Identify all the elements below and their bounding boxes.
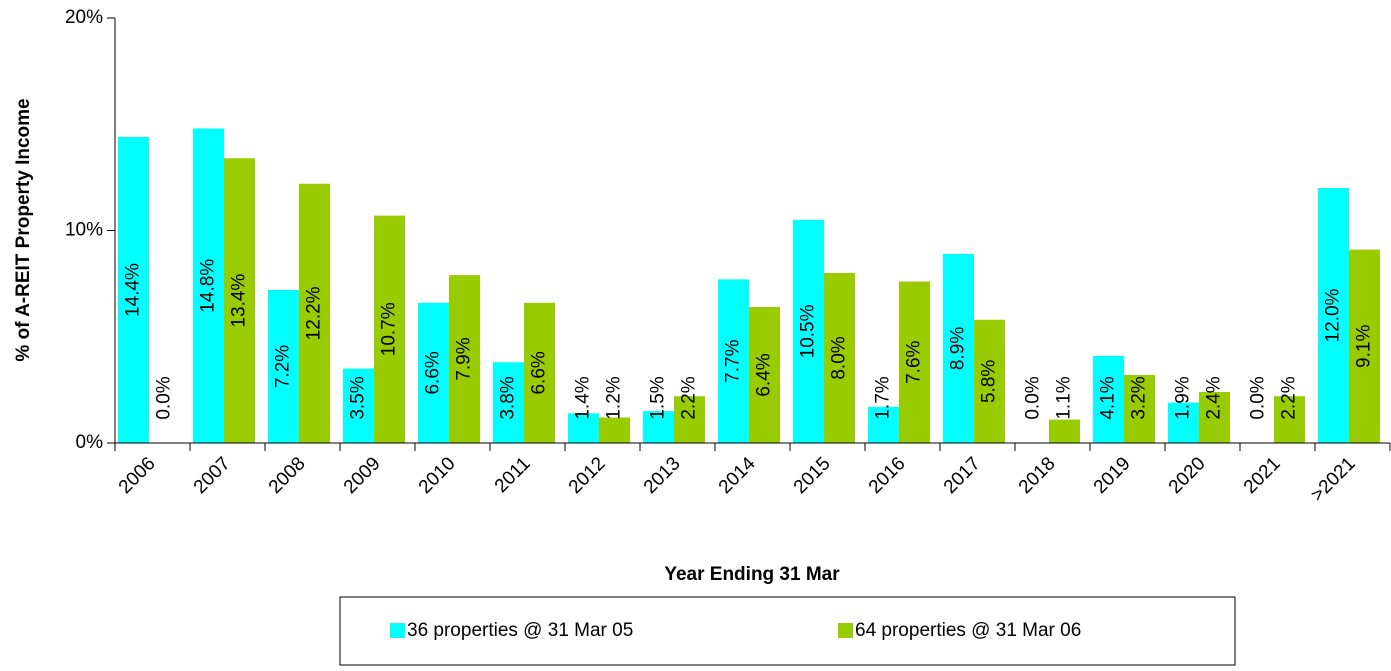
data-label: 1.7% — [873, 376, 894, 419]
x-tick-label: 2021 — [1240, 453, 1285, 498]
bar — [1124, 375, 1155, 443]
bar — [343, 368, 374, 443]
bar — [524, 302, 555, 443]
bar — [749, 307, 780, 443]
x-tick-label: 2014 — [715, 453, 760, 498]
data-label: 0.0% — [1023, 376, 1044, 419]
data-label: 2.2% — [1279, 376, 1300, 419]
bar — [1199, 392, 1230, 443]
bar — [1318, 188, 1349, 443]
data-label: 0.0% — [154, 376, 175, 419]
x-tick-label: 2008 — [265, 453, 310, 498]
x-tick-label: 2010 — [415, 453, 460, 498]
data-label: 3.5% — [348, 376, 369, 419]
bar — [599, 417, 630, 443]
data-label: 7.6% — [904, 340, 925, 383]
x-tick-label: 2015 — [790, 453, 835, 498]
data-label: 1.2% — [604, 376, 625, 419]
x-tick-label: 2017 — [940, 453, 985, 498]
bar — [824, 273, 855, 443]
data-label: 8.9% — [948, 327, 969, 370]
legend-swatch — [390, 623, 405, 638]
x-tick-label: 2011 — [491, 453, 535, 497]
y-tick-label: 10% — [65, 220, 103, 241]
data-label: 7.2% — [273, 345, 294, 388]
x-tick-label: >2021 — [1307, 453, 1360, 506]
x-tick-label: 2006 — [115, 453, 160, 498]
data-label: 10.5% — [798, 304, 819, 358]
data-label: 2.2% — [679, 376, 700, 419]
y-axis-title: % of A-REIT Property Income — [13, 98, 34, 361]
data-label: 10.7% — [379, 302, 400, 356]
bar — [299, 183, 330, 443]
data-label: 12.2% — [304, 286, 325, 340]
data-label: 14.4% — [123, 263, 144, 317]
data-label: 9.1% — [1354, 325, 1375, 368]
bar — [118, 137, 149, 443]
x-tick-label: 2016 — [865, 453, 910, 498]
bar — [1049, 419, 1080, 443]
bar — [868, 406, 899, 443]
bar — [974, 319, 1005, 443]
x-axis-title: Year Ending 31 Mar — [664, 564, 840, 585]
bar — [493, 362, 524, 443]
y-tick-label: 20% — [65, 7, 103, 28]
bar — [374, 215, 405, 443]
data-label: 13.4% — [229, 274, 250, 328]
data-label: 1.4% — [573, 376, 594, 419]
bar — [943, 253, 974, 443]
legend-box — [339, 596, 1236, 666]
data-label: 5.8% — [979, 360, 1000, 403]
x-tick-label: 2007 — [190, 453, 235, 498]
bar — [899, 281, 930, 443]
x-tick-label: 2009 — [340, 453, 385, 498]
data-label: 14.8% — [198, 259, 219, 313]
bar — [224, 158, 255, 443]
data-label: 7.7% — [723, 339, 744, 382]
x-tick-label: 2012 — [565, 453, 610, 498]
data-label: 3.2% — [1129, 376, 1150, 419]
bar — [449, 275, 480, 443]
data-label: 4.1% — [1098, 376, 1119, 419]
bar — [1168, 402, 1199, 443]
legend-label: 64 properties @ 31 Mar 06 — [855, 620, 1081, 641]
data-label: 12.0% — [1323, 288, 1344, 342]
data-label: 8.0% — [829, 336, 850, 379]
data-label: 3.8% — [498, 376, 519, 419]
bar — [643, 411, 674, 443]
bar — [793, 219, 824, 443]
bar — [1274, 396, 1305, 443]
data-label: 0.0% — [1248, 376, 1269, 419]
data-label: 1.1% — [1054, 376, 1075, 419]
x-tick-label: 2020 — [1165, 453, 1210, 498]
legend-label: 36 properties @ 31 Mar 05 — [407, 620, 633, 641]
data-label: 6.4% — [754, 353, 775, 396]
data-label: 7.9% — [454, 337, 475, 380]
bar — [674, 396, 705, 443]
x-tick-label: 2013 — [640, 453, 685, 498]
data-label: 2.4% — [1204, 376, 1225, 419]
bar — [193, 128, 224, 443]
data-label: 6.6% — [423, 351, 444, 394]
bar — [568, 413, 599, 443]
bar — [1349, 249, 1380, 443]
bar — [718, 279, 749, 443]
y-tick-label: 0% — [76, 432, 104, 453]
data-label: 6.6% — [529, 351, 550, 394]
bar — [418, 302, 449, 443]
legend-swatch — [838, 623, 853, 638]
x-tick-label: 2019 — [1090, 453, 1135, 498]
data-label: 1.9% — [1173, 376, 1194, 419]
data-label: 1.5% — [648, 376, 669, 419]
bar — [268, 290, 299, 443]
x-tick-label: 2018 — [1015, 453, 1060, 498]
bar — [1093, 355, 1124, 443]
